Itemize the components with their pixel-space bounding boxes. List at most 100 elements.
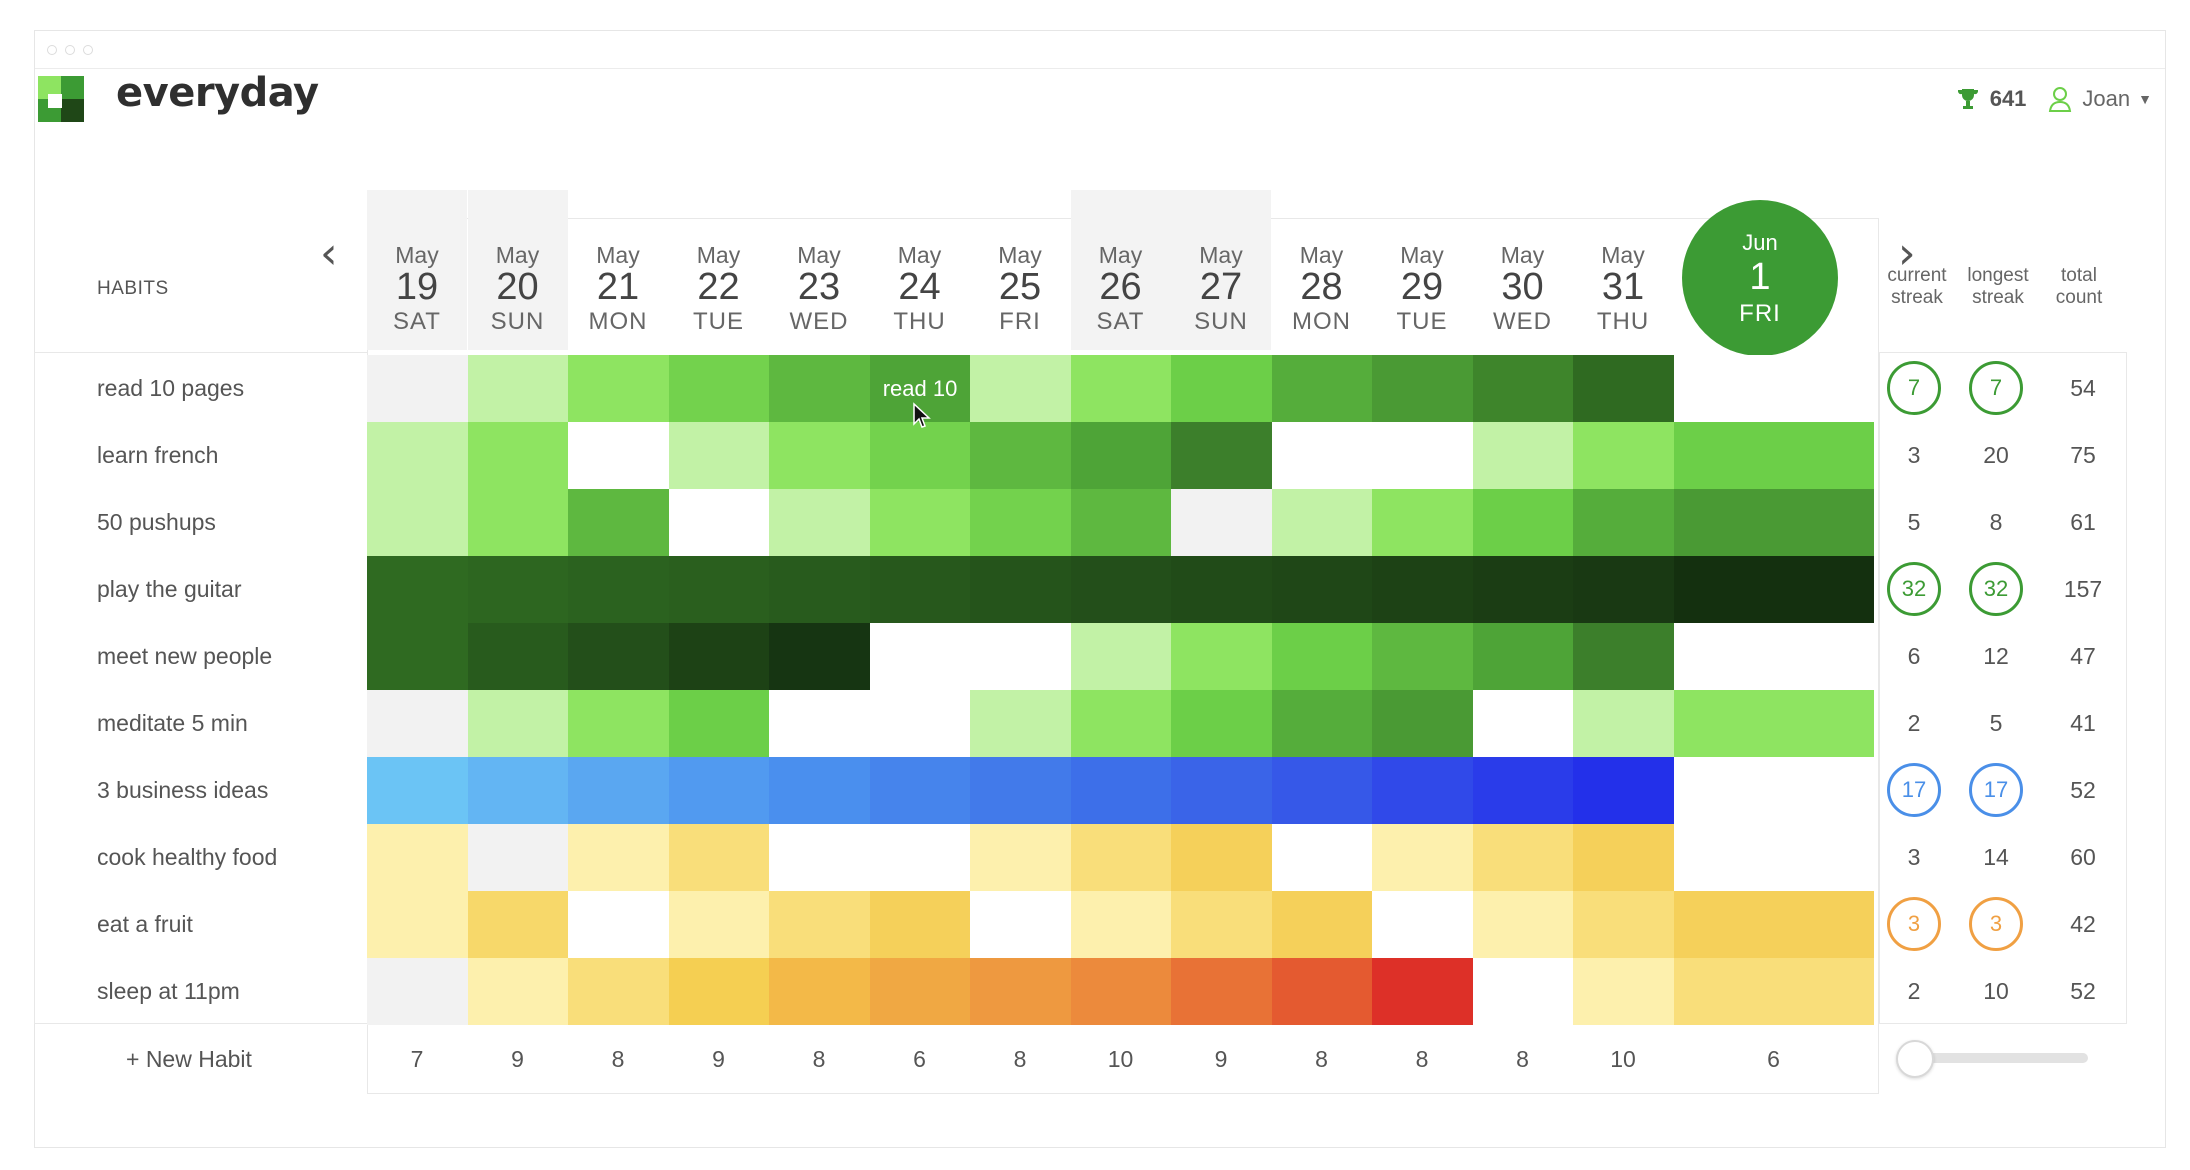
- habit-day-cell[interactable]: [1271, 489, 1373, 556]
- habit-name[interactable]: read 10 pages: [97, 375, 245, 401]
- habit-day-cell[interactable]: [1372, 958, 1474, 1025]
- habit-day-cell[interactable]: [668, 891, 770, 958]
- habit-day-cell[interactable]: [1271, 355, 1373, 422]
- habit-day-cell[interactable]: [1070, 690, 1172, 757]
- habit-day-cell[interactable]: [668, 623, 770, 690]
- habit-day-cell[interactable]: [769, 757, 871, 824]
- habit-day-cell[interactable]: [568, 355, 670, 422]
- habit-day-cell[interactable]: [869, 690, 971, 757]
- habit-day-cell[interactable]: [1070, 556, 1172, 623]
- habit-day-cell[interactable]: [1171, 690, 1273, 757]
- habit-name[interactable]: cook healthy food: [97, 844, 278, 870]
- day-header[interactable]: May 30 WED: [1473, 190, 1573, 350]
- habit-day-cell[interactable]: [869, 422, 971, 489]
- habit-day-cell[interactable]: [1171, 623, 1273, 690]
- habit-day-cell[interactable]: [668, 824, 770, 891]
- habit-day-cell[interactable]: [1070, 623, 1172, 690]
- habit-day-cell[interactable]: [1372, 422, 1474, 489]
- day-header[interactable]: May 22 TUE: [669, 190, 769, 350]
- habit-day-cell[interactable]: [668, 556, 770, 623]
- habit-day-cell[interactable]: [467, 958, 569, 1025]
- habit-day-cell[interactable]: [1372, 690, 1474, 757]
- habit-day-cell[interactable]: [1573, 489, 1675, 556]
- habit-day-cell[interactable]: [1673, 489, 1874, 556]
- new-habit-button[interactable]: + New Habit: [126, 1046, 252, 1072]
- habit-day-cell[interactable]: [1171, 355, 1273, 422]
- habit-day-cell[interactable]: [1070, 958, 1172, 1025]
- day-header[interactable]: May 25 FRI: [970, 190, 1070, 350]
- habit-day-cell[interactable]: [769, 690, 871, 757]
- habit-day-cell[interactable]: [1573, 690, 1675, 757]
- habit-day-cell[interactable]: [1271, 958, 1373, 1025]
- habit-day-cell[interactable]: [668, 690, 770, 757]
- habit-day-cell[interactable]: [367, 422, 469, 489]
- habit-day-cell[interactable]: [1070, 757, 1172, 824]
- habit-name[interactable]: eat a fruit: [97, 911, 193, 937]
- habit-day-cell[interactable]: [970, 891, 1072, 958]
- habit-day-cell[interactable]: [668, 757, 770, 824]
- habit-name[interactable]: play the guitar: [97, 576, 242, 602]
- habit-day-cell[interactable]: [1271, 690, 1373, 757]
- close-dot[interactable]: [47, 45, 57, 55]
- habit-day-cell[interactable]: [1271, 422, 1373, 489]
- habit-day-cell[interactable]: [668, 422, 770, 489]
- maximize-dot[interactable]: [83, 45, 93, 55]
- habit-day-cell[interactable]: [769, 891, 871, 958]
- next-week-button[interactable]: ›: [1898, 228, 1916, 279]
- habit-day-cell[interactable]: [568, 556, 670, 623]
- day-header[interactable]: May 23 WED: [769, 190, 869, 350]
- habit-day-cell[interactable]: [1171, 556, 1273, 623]
- habit-day-cell[interactable]: [367, 489, 469, 556]
- day-header[interactable]: May 29 TUE: [1372, 190, 1472, 350]
- habit-day-cell[interactable]: [467, 891, 569, 958]
- habit-day-cell[interactable]: [1673, 824, 1874, 891]
- day-header[interactable]: May 27 SUN: [1171, 190, 1271, 350]
- habit-day-cell[interactable]: [769, 489, 871, 556]
- habit-day-cell[interactable]: [1472, 556, 1574, 623]
- habit-day-cell[interactable]: [1472, 623, 1574, 690]
- habit-day-cell[interactable]: [568, 958, 670, 1025]
- habit-name[interactable]: 3 business ideas: [97, 777, 269, 803]
- habit-day-cell[interactable]: [1372, 891, 1474, 958]
- habit-day-cell[interactable]: [1472, 489, 1574, 556]
- minimize-dot[interactable]: [65, 45, 75, 55]
- habit-day-cell[interactable]: [869, 623, 971, 690]
- habit-day-cell[interactable]: [467, 824, 569, 891]
- habit-day-cell[interactable]: [367, 355, 469, 422]
- habit-day-cell[interactable]: [769, 824, 871, 891]
- habit-day-cell[interactable]: [1573, 958, 1675, 1025]
- habit-day-cell[interactable]: [970, 556, 1072, 623]
- habit-day-cell[interactable]: [1573, 355, 1675, 422]
- habit-day-cell[interactable]: [1171, 891, 1273, 958]
- habit-day-cell[interactable]: [1372, 623, 1474, 690]
- habit-day-cell[interactable]: [1673, 422, 1874, 489]
- day-header[interactable]: May 26 SAT: [1070, 190, 1171, 350]
- habit-day-cell[interactable]: [1372, 489, 1474, 556]
- habit-day-cell[interactable]: [1673, 958, 1874, 1025]
- habit-day-cell[interactable]: [869, 958, 971, 1025]
- habit-day-cell[interactable]: [970, 623, 1072, 690]
- today-header[interactable]: Jun 1 FRI: [1682, 200, 1838, 356]
- habit-day-cell[interactable]: [568, 757, 670, 824]
- habit-day-cell[interactable]: [1372, 355, 1474, 422]
- habit-day-cell[interactable]: [568, 690, 670, 757]
- habit-day-cell[interactable]: [769, 958, 871, 1025]
- habit-day-cell[interactable]: [1573, 824, 1675, 891]
- day-header[interactable]: May 20 SUN: [467, 190, 568, 350]
- habit-day-cell[interactable]: [1271, 757, 1373, 824]
- habit-day-cell[interactable]: [1673, 623, 1874, 690]
- habit-day-cell[interactable]: [970, 757, 1072, 824]
- habit-day-cell[interactable]: [1472, 824, 1574, 891]
- habit-day-cell[interactable]: [467, 489, 569, 556]
- habit-day-cell[interactable]: [869, 489, 971, 556]
- habit-day-cell[interactable]: [1673, 757, 1874, 824]
- habit-day-cell[interactable]: [367, 891, 469, 958]
- habit-day-cell[interactable]: [1673, 556, 1874, 623]
- habit-day-cell[interactable]: [1673, 891, 1874, 958]
- habit-day-cell[interactable]: [1271, 824, 1373, 891]
- user-menu[interactable]: Joan ▼: [2082, 86, 2152, 112]
- habit-day-cell[interactable]: [1171, 824, 1273, 891]
- habit-day-cell[interactable]: [1171, 489, 1273, 556]
- habit-day-cell[interactable]: [668, 958, 770, 1025]
- habit-day-cell[interactable]: [1472, 891, 1574, 958]
